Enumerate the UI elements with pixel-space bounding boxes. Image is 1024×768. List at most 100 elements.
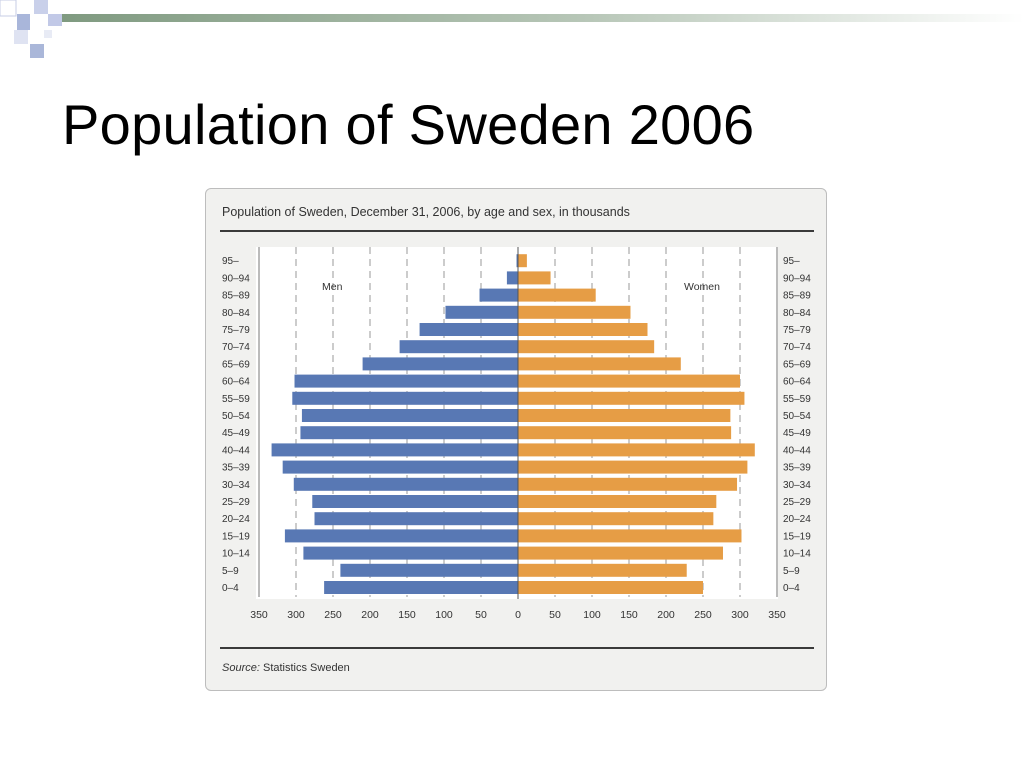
bar-women bbox=[518, 460, 748, 474]
bar-men bbox=[271, 443, 518, 457]
chart-title: Population of Sweden, December 31, 2006,… bbox=[222, 205, 630, 219]
bar-women bbox=[518, 546, 723, 560]
age-label-right: 70–74 bbox=[783, 342, 811, 353]
x-tick-label: 350 bbox=[250, 609, 268, 621]
bar-men bbox=[293, 477, 518, 491]
age-label-left: 35–39 bbox=[222, 463, 250, 474]
age-label-right: 60–64 bbox=[783, 377, 811, 388]
age-label-right: 0–4 bbox=[783, 583, 800, 594]
bar-men bbox=[419, 323, 518, 336]
x-tick-label: 250 bbox=[694, 609, 712, 621]
x-tick-label: 50 bbox=[475, 609, 487, 621]
bar-women bbox=[518, 374, 740, 388]
age-label-right: 65–69 bbox=[783, 359, 811, 370]
age-label-left: 5–9 bbox=[222, 566, 239, 577]
bar-women bbox=[518, 323, 648, 336]
age-label-left: 20–24 bbox=[222, 514, 250, 525]
bar-women bbox=[518, 426, 732, 440]
series-label-women: Women bbox=[684, 281, 720, 293]
bar-men bbox=[294, 374, 518, 388]
age-label-right: 35–39 bbox=[783, 463, 811, 474]
age-label-right: 5–9 bbox=[783, 566, 800, 577]
age-label-left: 95– bbox=[222, 256, 239, 267]
age-label-right: 95– bbox=[783, 256, 800, 267]
age-label-left: 30–34 bbox=[222, 480, 250, 491]
bar-women bbox=[518, 271, 551, 285]
age-label-left: 45–49 bbox=[222, 428, 250, 439]
bar-men bbox=[324, 581, 518, 594]
source-text: Statistics Sweden bbox=[259, 662, 350, 674]
age-label-right: 45–49 bbox=[783, 428, 811, 439]
x-tick-label: 0 bbox=[515, 609, 521, 621]
x-tick-label: 350 bbox=[768, 609, 786, 621]
age-label-right: 50–54 bbox=[783, 411, 811, 422]
bar-women bbox=[518, 305, 631, 319]
x-tick-label: 150 bbox=[398, 609, 416, 621]
source-note: Source: Statistics Sweden bbox=[222, 662, 350, 674]
bar-women bbox=[518, 391, 745, 405]
age-label-left: 0–4 bbox=[222, 583, 239, 594]
x-tick-label: 150 bbox=[620, 609, 638, 621]
x-tick-label: 50 bbox=[549, 609, 561, 621]
bar-men bbox=[506, 271, 518, 285]
age-label-right: 55–59 bbox=[783, 394, 811, 405]
age-label-right: 85–89 bbox=[783, 291, 811, 302]
top-rule bbox=[220, 230, 814, 232]
age-label-left: 85–89 bbox=[222, 291, 250, 302]
age-label-left: 55–59 bbox=[222, 394, 250, 405]
bar-men bbox=[282, 460, 518, 474]
bar-women bbox=[518, 340, 655, 354]
age-label-right: 20–24 bbox=[783, 514, 811, 525]
banner-graphic bbox=[0, 0, 1024, 58]
bar-women bbox=[518, 495, 717, 508]
source-label: Source: bbox=[222, 662, 260, 674]
age-label-right: 80–84 bbox=[783, 308, 811, 319]
bar-women bbox=[518, 581, 703, 594]
bar-women bbox=[518, 529, 742, 543]
age-label-left: 60–64 bbox=[222, 377, 250, 388]
age-label-left: 75–79 bbox=[222, 325, 250, 336]
header-banner bbox=[0, 0, 1024, 70]
x-tick-label: 200 bbox=[361, 609, 379, 621]
bar-men bbox=[399, 340, 518, 354]
bar-men bbox=[300, 426, 518, 440]
bar-women bbox=[518, 357, 681, 371]
chart-figure: Population of Sweden, December 31, 2006,… bbox=[205, 188, 827, 691]
bar-men bbox=[479, 288, 518, 302]
age-label-right: 10–14 bbox=[783, 549, 811, 560]
bar-men bbox=[516, 254, 518, 268]
age-label-left: 70–74 bbox=[222, 342, 250, 353]
x-tick-label: 300 bbox=[731, 609, 749, 621]
bar-women bbox=[518, 288, 596, 302]
y-axis-label-right: Age bbox=[793, 627, 812, 629]
bar-men bbox=[292, 391, 518, 405]
bar-women bbox=[518, 477, 738, 491]
age-label-right: 30–34 bbox=[783, 480, 811, 491]
x-tick-label: 250 bbox=[324, 609, 342, 621]
bar-women bbox=[518, 563, 687, 577]
y-axis-label-left: Age bbox=[222, 627, 241, 629]
bar-men bbox=[303, 546, 518, 560]
age-label-left: 50–54 bbox=[222, 411, 250, 422]
x-tick-label: 200 bbox=[657, 609, 675, 621]
bar-women bbox=[518, 512, 714, 526]
bar-men bbox=[314, 512, 518, 526]
bottom-rule bbox=[220, 647, 814, 649]
age-label-right: 40–44 bbox=[783, 445, 811, 456]
age-label-right: 75–79 bbox=[783, 325, 811, 336]
x-tick-label: 100 bbox=[583, 609, 601, 621]
age-label-left: 40–44 bbox=[222, 445, 250, 456]
bar-men bbox=[340, 563, 518, 577]
bar-men bbox=[301, 409, 518, 422]
bar-men bbox=[312, 495, 518, 508]
bar-women bbox=[518, 409, 731, 422]
age-label-left: 65–69 bbox=[222, 359, 250, 370]
age-label-left: 80–84 bbox=[222, 308, 250, 319]
age-label-left: 15–19 bbox=[222, 531, 250, 542]
bar-men bbox=[362, 357, 518, 371]
age-label-right: 25–29 bbox=[783, 497, 811, 508]
slide-title: Population of Sweden 2006 bbox=[62, 93, 755, 156]
bar-men bbox=[445, 305, 518, 319]
bar-women bbox=[518, 443, 755, 457]
age-label-left: 10–14 bbox=[222, 549, 250, 560]
